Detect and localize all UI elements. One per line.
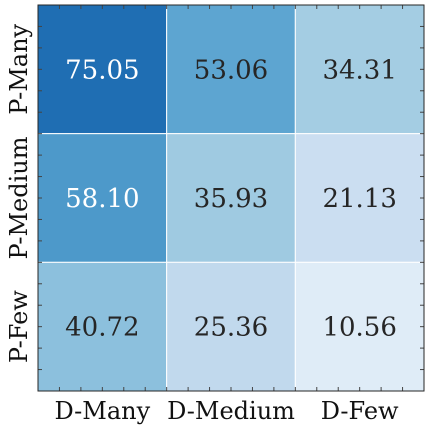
heatmap-cell-r1-c0	[37, 133, 168, 263]
cell-value-label-r0-c2: 34.31	[322, 55, 396, 85]
plot-frame	[37, 4, 425, 392]
cell-value-label-r2-c2: 10.56	[322, 313, 396, 343]
x-tick-label-1: D-Medium	[167, 397, 295, 425]
cell-value-label-r0-c0: 75.05	[65, 55, 139, 85]
cell-value-label-r2-c0: 40.72	[65, 313, 139, 343]
cell-value-label-r0-c1: 53.06	[194, 55, 268, 85]
heatmap-cell-r0-c1	[166, 4, 296, 135]
x-tick-label-2: D-Few	[321, 397, 399, 425]
heatmap-cell-r0-c0	[37, 4, 168, 135]
heatmap-cell-r1-c2	[294, 133, 425, 263]
y-tick-label-0: P-Many	[5, 23, 33, 114]
x-tick-label-0: D-Many	[54, 397, 150, 425]
heatmap-cell-r1-c1	[166, 133, 296, 263]
cell-value-label-r1-c2: 21.13	[322, 184, 396, 214]
ticks-layer	[37, 4, 425, 392]
y-tick-label-2: P-Few	[5, 290, 33, 363]
cell-value-label-r1-c1: 35.93	[194, 184, 268, 214]
labels-layer: 75.05 53.06 34.31 58.10 35.93 21.13 40.72 25.36…	[5, 23, 399, 425]
cell-value-label-r1-c0: 58.10	[65, 184, 139, 214]
y-tick-label-1: P-Medium	[5, 136, 33, 259]
cells-layer	[37, 4, 425, 392]
cell-value-label-r2-c1: 25.36	[194, 313, 268, 343]
heatmap-cell-r2-c1	[166, 261, 296, 392]
